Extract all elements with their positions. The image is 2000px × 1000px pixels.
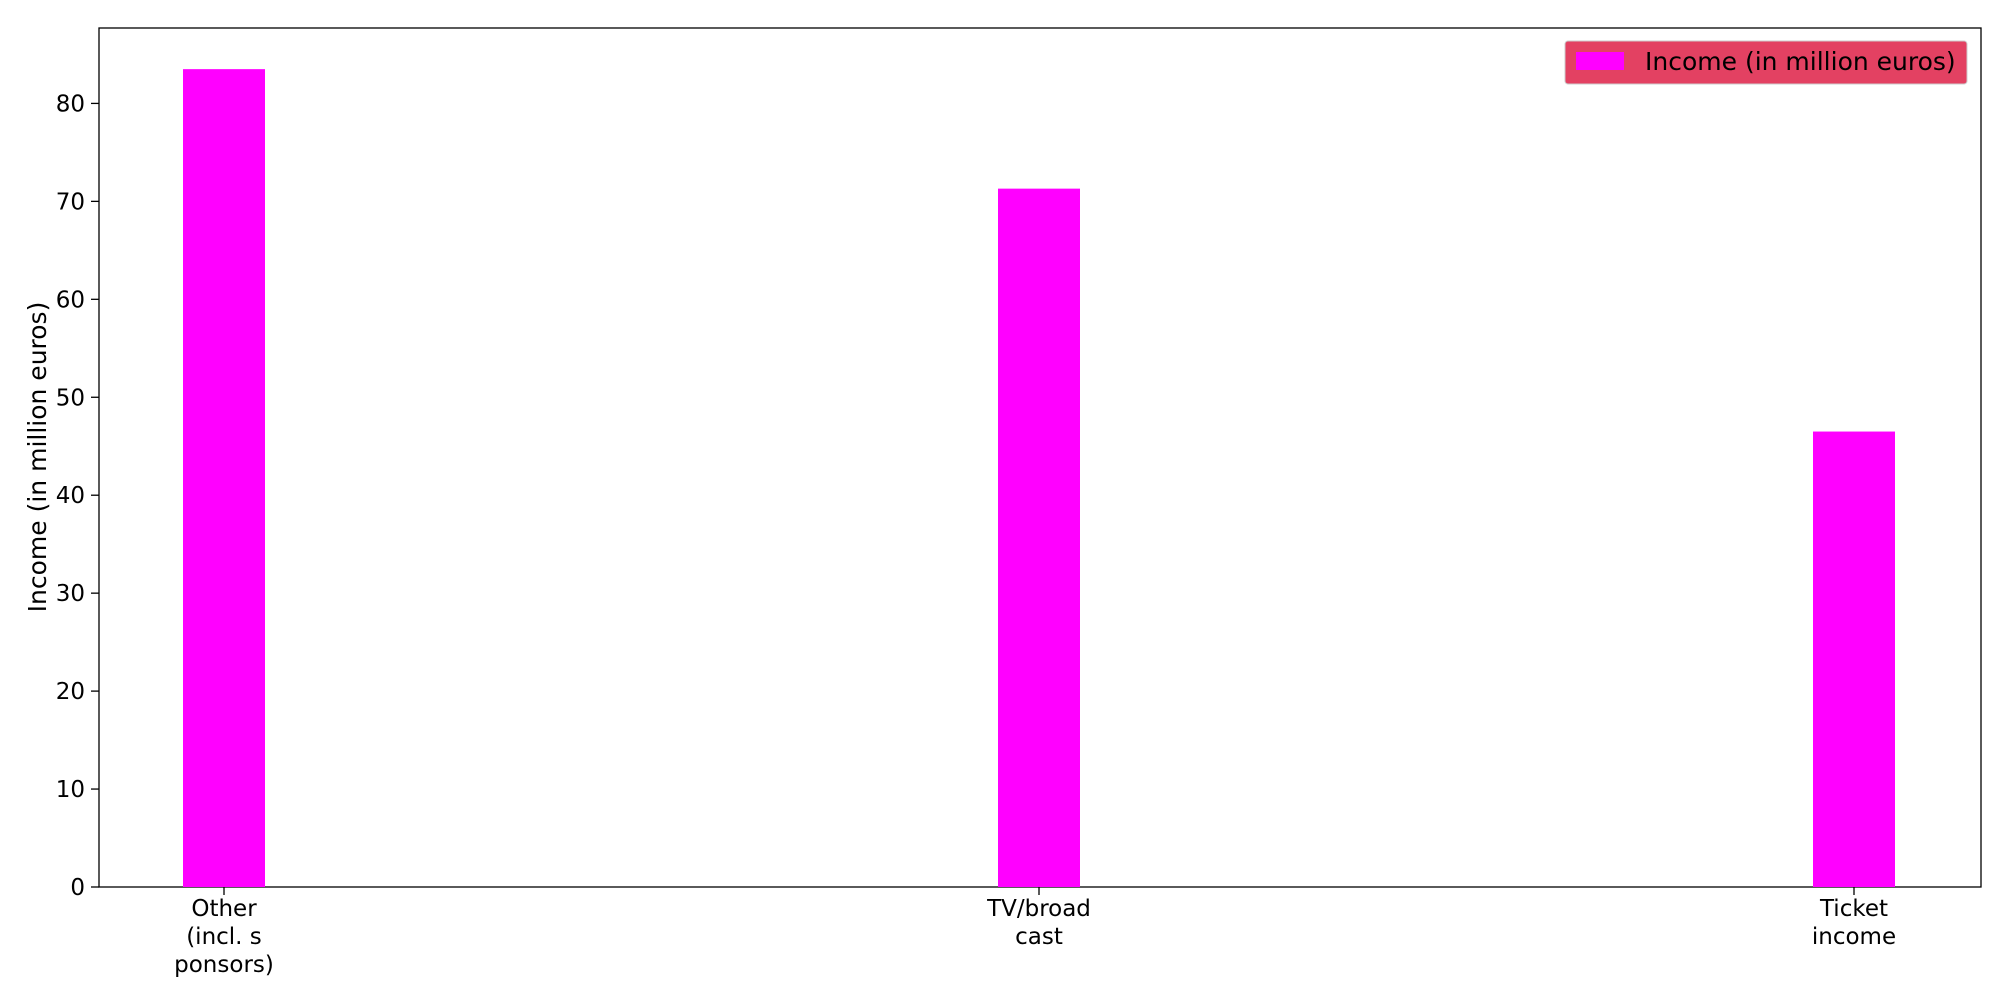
x-axis: Other (incl. s ponsors) TV/broad cast Ticket i…	[174, 887, 1896, 978]
legend-label: Income (in million euros)	[1645, 47, 1956, 76]
x-tick-label: Ticket income	[1812, 896, 1896, 950]
y-tick-label: 50	[56, 385, 85, 411]
y-tick-label: 30	[56, 581, 85, 607]
legend-swatch	[1576, 52, 1624, 70]
y-tick-label: 60	[56, 287, 85, 313]
y-tick-label: 70	[56, 189, 85, 215]
x-tick-label: TV/broad cast	[986, 896, 1091, 950]
legend-box	[1564, 40, 1968, 85]
y-tick-label: 0	[70, 875, 85, 901]
y-axis-title: Income (in million euros)	[23, 302, 52, 613]
y-tick-label: 20	[56, 679, 85, 705]
bar	[1813, 431, 1895, 887]
y-tick-label: 80	[56, 91, 85, 117]
bars-layer	[183, 69, 1895, 888]
x-tick-label: Other (incl. s ponsors)	[174, 896, 274, 978]
bar	[183, 69, 265, 888]
bar	[998, 188, 1080, 887]
y-tick-label: 10	[56, 777, 85, 803]
y-axis: 0 10 20 30 40 50 60 70 80	[56, 91, 99, 901]
legend: Income (in million euros)	[1564, 40, 1968, 85]
y-tick-label: 40	[56, 483, 85, 509]
